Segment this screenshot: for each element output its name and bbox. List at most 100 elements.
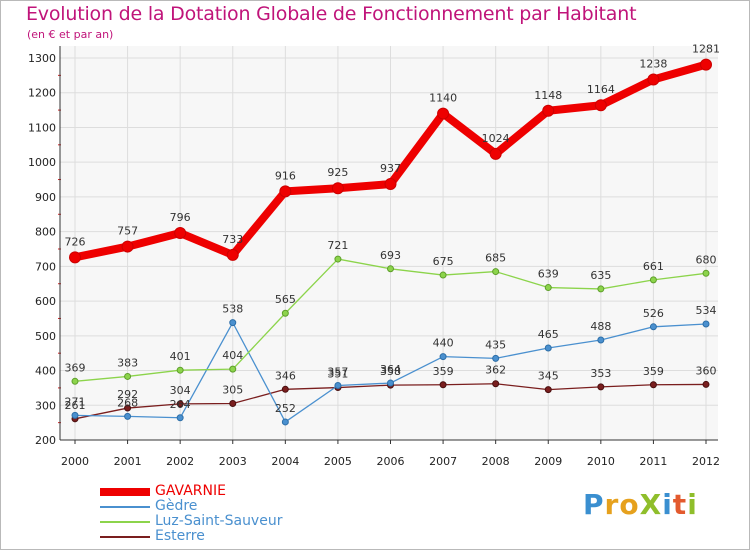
data-label-gedre: 488 [590, 320, 611, 333]
data-point-esterre [597, 383, 605, 391]
data-label-luz-saint-sauveur: 383 [117, 356, 138, 369]
data-point-gavarnie [69, 251, 81, 264]
data-label-gavarnie: 796 [170, 211, 191, 224]
data-label-esterre: 304 [170, 384, 191, 397]
data-label-luz-saint-sauveur: 661 [643, 260, 664, 273]
legend-label-gedre: Gèdre [155, 498, 198, 514]
data-label-gedre: 526 [643, 307, 664, 320]
data-label-gavarnie: 1148 [534, 89, 562, 102]
data-label-luz-saint-sauveur: 693 [380, 249, 401, 262]
data-label-gedre: 252 [275, 402, 296, 415]
data-label-esterre: 345 [538, 370, 559, 383]
y-tick-label: 700 [35, 260, 56, 273]
data-label-esterre: 346 [275, 369, 296, 382]
data-label-luz-saint-sauveur: 635 [590, 269, 611, 282]
data-point-gavarnie [647, 73, 660, 86]
data-label-esterre: 305 [222, 384, 243, 397]
data-label-esterre: 358 [380, 365, 401, 378]
y-tick-label: 1300 [28, 52, 56, 65]
x-tick-label: 2011 [639, 455, 667, 468]
data-point-luz-saint-sauveur [492, 268, 500, 276]
data-label-gedre: 268 [117, 396, 138, 409]
data-point-luz-saint-sauveur [649, 276, 657, 284]
data-label-esterre: 261 [65, 399, 86, 412]
data-point-gavarnie [542, 104, 555, 117]
data-point-luz-saint-sauveur [439, 271, 447, 279]
legend-swatch-gedre [100, 506, 150, 508]
data-point-gedre [71, 411, 79, 419]
plot-area [60, 46, 718, 440]
data-point-gedre [176, 414, 184, 422]
data-label-luz-saint-sauveur: 675 [433, 255, 454, 268]
data-point-gavarnie [594, 99, 607, 112]
x-tick-label: 2005 [324, 455, 352, 468]
legend-swatch-esterre [100, 536, 150, 538]
y-tick-label: 1200 [28, 87, 56, 100]
data-point-gedre [334, 381, 342, 389]
data-point-gedre [597, 336, 605, 344]
x-tick-label: 2004 [271, 455, 299, 468]
y-tick-label: 1100 [28, 121, 56, 134]
data-label-luz-saint-sauveur: 404 [222, 349, 243, 362]
x-tick-label: 2002 [166, 455, 194, 468]
data-label-gedre: 271 [65, 395, 86, 408]
y-tick-label: 200 [35, 434, 56, 447]
x-tick-label: 2008 [482, 455, 510, 468]
y-tick-label: 300 [35, 399, 56, 412]
data-point-esterre [702, 380, 710, 388]
data-label-luz-saint-sauveur: 565 [275, 293, 296, 306]
data-point-gedre [387, 379, 394, 387]
y-tick-label: 1000 [28, 156, 56, 169]
data-point-esterre [492, 380, 500, 388]
data-label-gedre: 364 [380, 363, 401, 376]
data-label-gedre: 465 [538, 328, 559, 341]
data-point-gavarnie [174, 227, 187, 240]
x-tick-label: 2000 [61, 455, 89, 468]
data-point-esterre [124, 404, 132, 412]
data-label-esterre: 359 [433, 365, 454, 378]
data-label-gedre: 435 [485, 338, 506, 351]
logo-letter: r [604, 488, 620, 521]
data-point-gavarnie [384, 178, 397, 191]
data-point-luz-saint-sauveur [124, 372, 132, 380]
legend-swatch-luz-saint-sauveur [100, 521, 150, 523]
data-label-gedre: 440 [433, 337, 454, 350]
data-point-esterre [281, 385, 289, 393]
data-label-gavarnie: 733 [222, 233, 243, 246]
legend-label-luz-saint-sauveur: Luz-Saint-Sauveur [155, 513, 283, 529]
data-point-luz-saint-sauveur [229, 365, 237, 373]
data-point-gedre [124, 412, 132, 420]
data-label-gavarnie: 1164 [587, 83, 615, 96]
data-point-gedre [492, 354, 500, 362]
data-label-gavarnie: 726 [65, 235, 86, 248]
data-point-gedre [281, 418, 289, 426]
data-point-gavarnie [279, 185, 292, 198]
logo-letter: o [619, 488, 640, 521]
x-tick-label: 2012 [692, 455, 720, 468]
data-point-gavarnie [121, 240, 134, 253]
data-label-gavarnie: 757 [117, 225, 138, 238]
x-tick-label: 2010 [587, 455, 615, 468]
data-point-gavarnie [437, 107, 450, 120]
chart-title: Evolution de la Dotation Globale de Fonc… [26, 3, 637, 25]
data-label-luz-saint-sauveur: 680 [696, 253, 717, 266]
data-point-luz-saint-sauveur [387, 265, 394, 273]
data-point-gedre [439, 353, 447, 361]
data-point-esterre [176, 400, 184, 408]
data-point-luz-saint-sauveur [702, 269, 710, 277]
logo-letter: t [672, 488, 688, 521]
y-tick-label: 600 [35, 295, 56, 308]
data-point-esterre [229, 400, 237, 408]
data-label-luz-saint-sauveur: 639 [538, 268, 559, 281]
data-point-luz-saint-sauveur [597, 285, 605, 293]
x-tick-label: 2009 [534, 455, 562, 468]
y-tick-label: 500 [35, 330, 56, 343]
data-point-luz-saint-sauveur [281, 309, 289, 317]
logo-letter: i [687, 488, 698, 521]
data-label-luz-saint-sauveur: 721 [327, 239, 348, 252]
data-label-esterre: 362 [485, 364, 506, 377]
x-tick-label: 2006 [377, 455, 405, 468]
logo-letter: P [583, 488, 605, 521]
data-point-esterre [439, 381, 447, 389]
